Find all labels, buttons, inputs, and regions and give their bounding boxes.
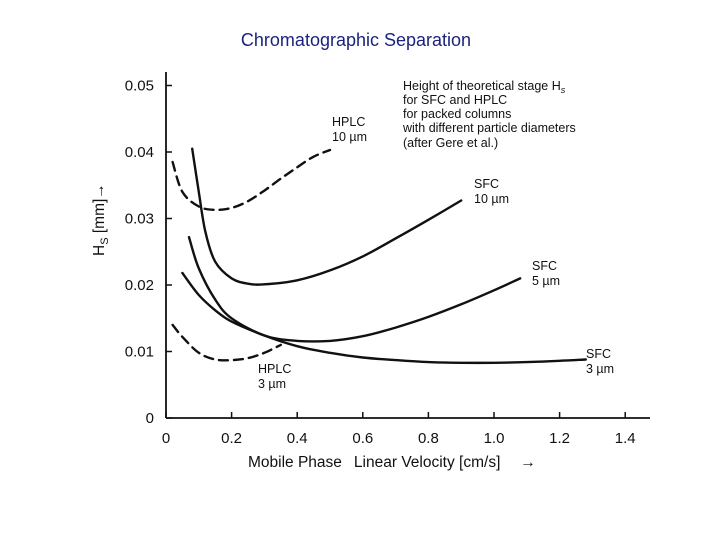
x-tick-label: 0.8	[418, 430, 439, 447]
x-tick-label: 1.0	[484, 430, 505, 447]
y-tick-label: 0.04	[125, 144, 154, 161]
series-line-hplc-3-m	[171, 323, 282, 362]
svg-text:for SFC and HPLC: for SFC and HPLC	[403, 93, 507, 107]
series-line-hplc-10-m	[171, 148, 332, 212]
x-tick-label: 0.4	[287, 430, 308, 447]
curve-label-sfc-3: SFC 3 µm	[586, 347, 614, 376]
annotation: Height of theoretical stage Hs for SFC a…	[402, 79, 576, 150]
curve-label-sfc-10: SFC 10 µm	[474, 177, 509, 206]
y-tick-label: 0.03	[125, 211, 154, 228]
series-line-sfc-5-m	[187, 235, 522, 343]
curve-label-hplc-10: HPLC 10 µm	[332, 115, 369, 144]
x-tick-label: 0	[162, 430, 170, 447]
x-tick-label: 1.2	[549, 430, 570, 447]
series-line-sfc-3-m	[181, 271, 587, 365]
y-tick-label: 0.01	[125, 344, 154, 361]
y-axis-label: HS [mm]→	[91, 183, 111, 256]
svg-text:(after Gere et al.): (after Gere et al.)	[403, 136, 498, 150]
series-line-sfc-10-m	[191, 147, 463, 286]
x-tick-label: 1.4	[615, 430, 636, 447]
y-tick-label: 0	[146, 410, 154, 427]
page-title: Chromatographic Separation	[240, 30, 472, 50]
x-tick-label: 0.6	[352, 430, 373, 447]
x-axis-label: Mobile Phase Linear Velocity [cm/s] →	[248, 454, 536, 471]
svg-text:Height of theoretical stage Hs: Height of theoretical stage Hs	[403, 79, 566, 95]
y-tick-label: 0.02	[125, 277, 154, 294]
svg-text:with different particle diamet: with different particle diameters	[402, 121, 576, 135]
curve-label-sfc-5: SFC 5 µm	[532, 259, 560, 288]
svg-text:for packed columns: for packed columns	[403, 107, 511, 121]
x-tick-label: 0.2	[221, 430, 242, 447]
y-tick-label: 0.05	[125, 78, 154, 95]
curve-label-hplc-3: HPLC 3 µm	[258, 362, 295, 391]
